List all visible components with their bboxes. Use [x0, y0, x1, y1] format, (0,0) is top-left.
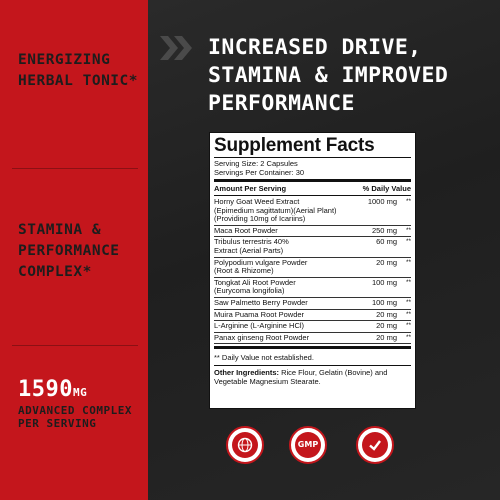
- ingredient-source: Extract (Aerial Parts): [214, 245, 284, 255]
- ingredient-source: (Epimedium sagittatum)(Aerial Plant) (Pr…: [214, 205, 337, 224]
- ingredient-dv: **: [405, 278, 411, 286]
- servings-per-container: Servings Per Container: 30: [214, 168, 305, 177]
- ingredient-name-cell: Saw Palmetto Berry Powder: [214, 297, 353, 308]
- divider: [214, 346, 411, 350]
- ingredient-dv: **: [405, 198, 411, 205]
- footnote: ** Daily Value not established.: [214, 353, 314, 363]
- ingredient-name: L-Arginine (L-Arginine HCl): [214, 321, 305, 331]
- dose-description: Advanced Complex Per Serving: [18, 404, 132, 430]
- other-text: Rice Flour, Gelatin (Bovine) and Vegetab…: [214, 368, 388, 387]
- ingredient-amount: 20 mg: [376, 257, 397, 267]
- ingredient-dv: **: [405, 322, 411, 330]
- ingredient-row: Muira Puama Root Powder 20 mg **: [214, 310, 411, 322]
- ingredient-name-cell: Tongkat Ali Root Powder (Eurycoma longifo…: [214, 277, 353, 296]
- left-divider: [12, 345, 138, 346]
- ingredient-name: Maca Root Powder: [214, 225, 278, 235]
- dose-amount: 1590MG: [18, 378, 87, 405]
- dv-header: % Daily Value: [362, 184, 411, 193]
- ingredient-amount: 250 mg: [371, 225, 397, 235]
- column-header-row: Amount Per Serving % Daily Value: [214, 184, 411, 194]
- ingredient-row: Tribulus terrestris 40% Extract (Aerial P…: [214, 237, 411, 258]
- tagline-stamina: Stamina & Performance Complex*: [18, 222, 120, 280]
- ingredient-name-cell: L-Arginine (L-Arginine HCl): [214, 321, 353, 331]
- ingredient-dv: **: [405, 226, 411, 234]
- ingredient-amount: 100 mg: [371, 297, 397, 307]
- ingredient-dv: **: [405, 310, 411, 318]
- ingredient-amount: 20 mg: [376, 321, 397, 331]
- ingredient-name: Horny Goat Weed Extract: [214, 197, 300, 206]
- headline: Increased Drive, Stamina & Improved Perf…: [208, 35, 449, 116]
- ingredient-name-cell: Polypodium vulgare Powder (Root & Rhizome…: [214, 257, 353, 276]
- facts-title: Supplement Facts: [214, 135, 375, 156]
- ingredient-name-cell: Muira Puama Root Powder: [214, 309, 353, 320]
- serving-size: Serving Size: 2 Capsules: [214, 159, 298, 168]
- divider: [214, 179, 411, 182]
- checkmark-seal-icon: [356, 426, 394, 464]
- globe-seal-icon: [226, 426, 264, 464]
- ingredient-name-cell: Tribulus terrestris 40% Extract (Aerial P…: [214, 238, 353, 255]
- left-divider: [12, 168, 138, 169]
- ingredient-row: Polypodium vulgare Powder (Root & Rhizome…: [214, 258, 411, 278]
- divider: [214, 365, 411, 367]
- ingredient-name-cell: Horny Goat Weed Extract (Epimedium sagitt…: [214, 197, 353, 224]
- chevron-right-icon: [160, 36, 192, 60]
- ingredient-source: (Eurycoma longifolia): [214, 286, 285, 296]
- amount-header: Amount Per Serving: [214, 184, 287, 193]
- ingredient-row: Horny Goat Weed Extract (Epimedium sagitt…: [214, 197, 411, 226]
- gmp-seal-icon: GMP: [289, 426, 327, 464]
- ingredient-dv: **: [405, 238, 411, 246]
- ingredient-amount: 20 mg: [376, 332, 397, 342]
- ingredient-name: Tribulus terrestris 40%: [214, 237, 289, 247]
- ingredient-name-cell: Panax ginseng Root Powder: [214, 332, 353, 343]
- ingredient-row: Maca Root Powder 250 mg **: [214, 226, 411, 238]
- ingredient-name-cell: Maca Root Powder: [214, 225, 353, 236]
- ingredient-dv: **: [405, 298, 411, 306]
- other-ingredients: Other Ingredients: Rice Flour, Gelatin (…: [214, 367, 411, 386]
- tagline-energizing: Energizing Herbal Tonic*: [18, 52, 138, 89]
- ingredient-row: Saw Palmetto Berry Powder 100 mg **: [214, 298, 411, 310]
- divider: [214, 157, 411, 158]
- ingredient-name: Tongkat Ali Root Powder: [214, 277, 296, 287]
- ingredient-amount: 100 mg: [371, 277, 397, 287]
- ingredient-name: Panax ginseng Root Powder: [214, 332, 310, 342]
- ingredient-amount: 60 mg: [376, 237, 397, 247]
- ingredient-name: Muira Puama Root Powder: [214, 309, 305, 319]
- ingredient-row: Tongkat Ali Root Powder (Eurycoma longifo…: [214, 278, 411, 298]
- ingredient-row: L-Arginine (L-Arginine HCl) 20 mg **: [214, 321, 411, 333]
- ingredient-amount: 1000 mg: [367, 197, 397, 206]
- left-red-panel: [0, 0, 148, 500]
- other-label: Other Ingredients:: [214, 368, 280, 378]
- dose-unit: MG: [72, 386, 88, 399]
- dose-number: 1590: [18, 377, 73, 402]
- ingredient-source: (Root & Rhizome): [214, 266, 274, 276]
- ingredient-dv: **: [405, 258, 411, 266]
- ingredient-dv: **: [405, 333, 411, 341]
- ingredient-name: Polypodium vulgare Powder: [214, 257, 308, 267]
- divider: [214, 195, 411, 196]
- ingredient-row: Panax ginseng Root Powder 20 mg **: [214, 333, 411, 345]
- ingredient-amount: 20 mg: [376, 309, 397, 319]
- ingredient-name: Saw Palmetto Berry Powder: [214, 297, 308, 307]
- ingredient-list: Horny Goat Weed Extract (Epimedium sagitt…: [214, 197, 411, 345]
- supplement-facts-panel: Supplement Facts Serving Size: 2 Capsule…: [209, 132, 416, 409]
